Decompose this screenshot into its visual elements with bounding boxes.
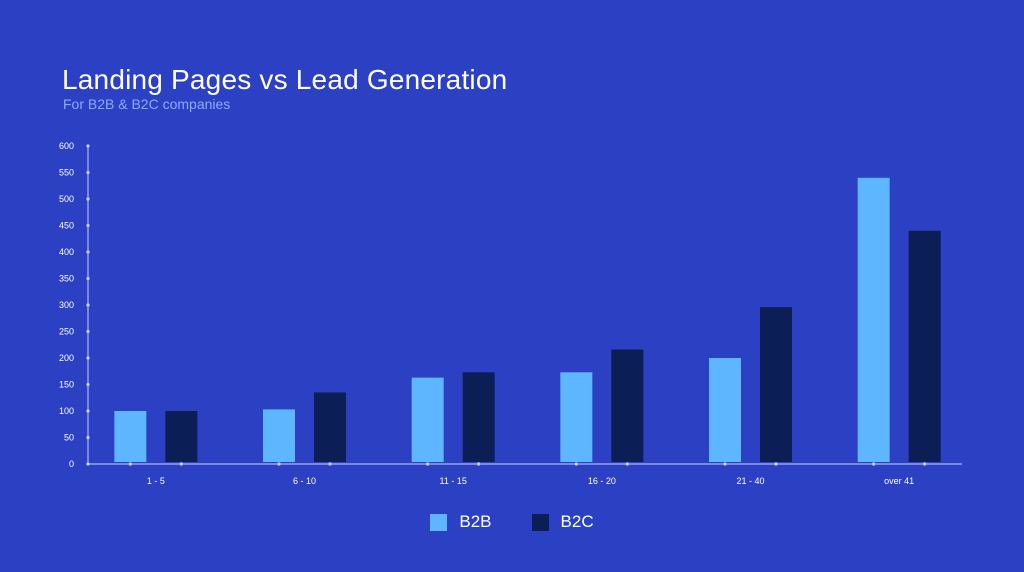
bar-b2c-1 <box>165 411 198 462</box>
x-tick-dot <box>328 462 332 466</box>
x-tick-label: 6 - 10 <box>293 476 316 486</box>
y-tick-label: 600 <box>59 141 74 151</box>
x-tick-label: 11 - 15 <box>439 476 466 486</box>
legend-label-b2b: B2B <box>459 512 492 531</box>
y-tick-label: 300 <box>59 300 74 310</box>
bar-b2c-3 <box>462 372 495 462</box>
x-axis: 1 - 5 6 - 10 11 - 15 16 - 20 21 - 40 over 41 <box>88 462 962 486</box>
x-tick-dot <box>574 462 578 466</box>
x-tick-dot <box>477 462 481 466</box>
y-tick-dot <box>86 276 90 281</box>
x-tick-dot <box>774 462 778 466</box>
x-tick-label: 1 - 5 <box>147 476 165 486</box>
bar-b2c-4 <box>611 349 644 462</box>
y-tick-label: 550 <box>59 168 74 178</box>
legend-item-b2c: B2C <box>531 512 594 532</box>
x-tick-label: over 41 <box>884 476 914 486</box>
x-tick-dot <box>923 462 927 466</box>
y-tick-dot <box>86 329 90 334</box>
bar-b2b-6 <box>857 177 890 463</box>
y-tick-dot <box>86 356 90 360</box>
y-tick-label: 50 <box>64 433 74 443</box>
y-tick-label: 350 <box>59 274 74 284</box>
y-tick-label: 450 <box>59 221 74 231</box>
y-tick-label: 100 <box>59 406 74 416</box>
x-tick-dot <box>426 462 430 466</box>
y-tick-label: 150 <box>59 380 74 390</box>
y-tick-dot <box>86 197 90 201</box>
bars <box>114 177 941 463</box>
x-tick-dot <box>128 462 132 466</box>
bar-b2c-2 <box>314 392 346 462</box>
bar-b2b-5 <box>709 358 741 462</box>
x-tick-label: 21 - 40 <box>736 476 764 486</box>
y-tick-dot <box>86 250 90 254</box>
y-tick-label: 0 <box>69 459 74 469</box>
y-tick-dot <box>86 382 90 387</box>
y-tick-dot <box>86 144 90 148</box>
y-tick-label: 400 <box>59 247 74 257</box>
x-tick-dot <box>872 462 876 466</box>
x-tick-dot <box>723 462 727 466</box>
y-tick-dot <box>86 170 90 175</box>
x-tick-label: 16 - 20 <box>588 476 616 486</box>
x-tick-dot <box>277 462 281 466</box>
bar-chart: 0 50 100 150 200 250 300 350 400 450 500 550 600 1 -… <box>59 141 962 486</box>
y-tick-dot <box>86 409 90 413</box>
bar-b2b-4 <box>560 372 593 462</box>
chart-subtitle: For B2B & B2C companies <box>63 96 231 112</box>
y-tick-label: 250 <box>59 327 74 337</box>
legend-swatch-b2c <box>531 513 549 531</box>
legend-label-b2c: B2C <box>560 512 594 531</box>
bar-b2c-6 <box>908 230 941 462</box>
y-tick-label: 200 <box>59 353 74 363</box>
y-tick-label: 500 <box>59 194 74 204</box>
x-tick-dot <box>179 462 183 466</box>
y-tick-dot <box>86 303 90 307</box>
legend-item-b2b: B2B <box>430 512 492 532</box>
legend-swatch-b2b <box>430 513 448 531</box>
bar-b2b-1 <box>114 411 147 462</box>
y-tick-dot <box>86 435 90 440</box>
bar-b2c-5 <box>760 307 792 462</box>
bar-b2b-3 <box>411 377 444 462</box>
y-tick-dot <box>86 223 90 228</box>
x-tick-dot <box>625 462 629 466</box>
legend: B2B B2C <box>0 512 1024 532</box>
y-axis: 0 50 100 150 200 250 300 350 400 450 500 550 600 <box>59 141 90 469</box>
bar-b2b-2 <box>263 409 295 462</box>
chart-title: Landing Pages vs Lead Generation <box>62 64 508 95</box>
